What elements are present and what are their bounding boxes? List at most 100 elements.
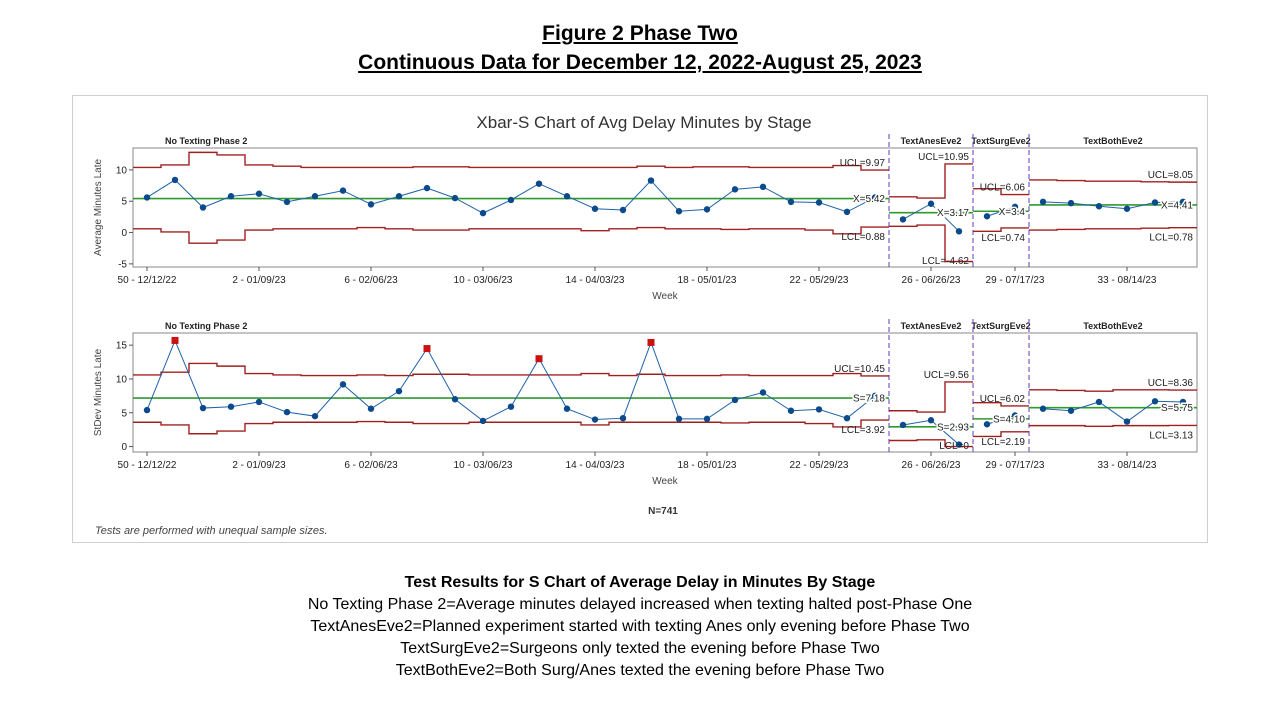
x-tick-label: 29 - 07/17/23 — [986, 275, 1045, 286]
stage-label: TextSurgEve2 — [971, 321, 1030, 331]
data-point — [787, 198, 795, 206]
data-point — [367, 201, 375, 208]
x-tick-label: 10 - 03/06/23 — [454, 460, 513, 471]
data-point — [1095, 203, 1103, 210]
data-point — [619, 414, 627, 422]
plot-area — [132, 147, 1198, 268]
x-tick-label: 18 - 05/01/23 — [678, 275, 737, 286]
data-point — [731, 186, 739, 193]
data-point — [395, 387, 403, 395]
data-point — [759, 389, 767, 396]
lcl-label: LCL=0.78 — [1149, 233, 1193, 244]
center-label: X=4.41 — [1161, 200, 1193, 211]
data-point — [451, 396, 459, 403]
data-point — [199, 204, 207, 211]
ucl-label: UCL=10.95 — [918, 152, 969, 163]
data-point — [1011, 203, 1019, 211]
data-point — [1011, 412, 1019, 419]
lcl-label: LCL=3.92 — [841, 425, 885, 436]
x-axis-label: Week — [652, 476, 678, 487]
data-point — [591, 416, 599, 423]
plot-area — [132, 332, 1198, 453]
y-tick-label: -5 — [118, 259, 127, 270]
ucl-limit-line — [133, 151, 1197, 199]
y-tick-label: 5 — [121, 197, 127, 208]
data-point — [171, 176, 179, 184]
center-label: X=3.17 — [937, 208, 969, 219]
data-point — [563, 405, 571, 412]
x-tick-label: 6 - 02/06/23 — [344, 275, 398, 286]
data-point — [899, 216, 907, 223]
data-point — [1151, 398, 1159, 405]
data-point — [899, 421, 907, 429]
x-tick-label: 33 - 08/14/23 — [1098, 275, 1157, 286]
series-line — [986, 206, 1016, 217]
figure-title: Figure 2 Phase Two — [542, 22, 738, 45]
stage-label: TextAnesEve2 — [901, 136, 962, 146]
x-tick-label: 2 - 01/09/23 — [232, 275, 286, 286]
x-tick-label: 14 - 04/03/23 — [566, 460, 625, 471]
stage-label: TextSurgEve2 — [971, 136, 1030, 146]
stage-label: TextBothEve2 — [1083, 136, 1142, 146]
lcl-limit-line — [133, 224, 1197, 263]
data-point — [479, 209, 487, 217]
data-point — [311, 412, 319, 420]
data-point — [227, 193, 235, 200]
ucl-label: UCL=10.45 — [834, 364, 885, 375]
center-label: S=5.75 — [1161, 403, 1193, 414]
notes-line: TextAnesEve2=Planned experiment started … — [310, 618, 970, 635]
data-point — [143, 194, 151, 201]
y-tick-label: 10 — [116, 374, 128, 385]
data-point — [563, 193, 571, 200]
lcl-label: LCL=-4.62 — [922, 256, 969, 267]
data-point — [339, 187, 347, 194]
stage-label: TextBothEve2 — [1083, 321, 1142, 331]
stage-label: TextAnesEve2 — [901, 321, 962, 331]
series-line — [146, 179, 876, 214]
center-label: S=2.93 — [937, 422, 969, 433]
notes-line: TextSurgEve2=Surgeons only texted the ev… — [400, 640, 880, 657]
series-line — [986, 415, 1016, 425]
data-point — [1151, 199, 1159, 206]
data-point — [1123, 418, 1131, 425]
data-point — [255, 398, 263, 406]
data-point — [731, 396, 739, 404]
data-point — [535, 180, 543, 187]
data-point — [871, 194, 879, 201]
stage-label: No Texting Phase 2 — [165, 136, 247, 146]
data-point — [675, 415, 683, 423]
data-point — [647, 177, 655, 184]
data-point — [1179, 198, 1187, 206]
notes-heading: Test Results for S Chart of Average Dela… — [404, 574, 876, 591]
data-point — [479, 417, 487, 425]
data-point — [983, 213, 991, 220]
data-point — [1039, 405, 1047, 412]
data-point — [955, 441, 963, 448]
ucl-label: UCL=9.97 — [840, 158, 886, 169]
data-point — [507, 403, 515, 410]
chart-frame: Xbar-S Chart of Avg Delay Minutes by Sta… — [72, 95, 1208, 543]
x-tick-label: 26 - 06/26/23 — [902, 275, 961, 286]
x-axis-label: Week — [652, 291, 678, 302]
data-point — [955, 228, 963, 235]
lcl-label: LCL=0.74 — [981, 233, 1025, 244]
data-point — [1123, 205, 1131, 212]
ucl-label: UCL=6.06 — [980, 183, 1026, 194]
data-point — [1039, 198, 1047, 206]
x-tick-label: 6 - 02/06/23 — [344, 460, 398, 471]
notes-block: Test Results for S Chart of Average Dela… — [0, 572, 1280, 682]
flagged-point — [535, 355, 543, 363]
data-point — [815, 199, 823, 206]
ucl-label: UCL=9.56 — [924, 370, 970, 381]
series-line — [1042, 400, 1184, 423]
n-label: N=741 — [648, 506, 678, 517]
x-tick-label: 33 - 08/14/23 — [1098, 460, 1157, 471]
x-tick-label: 14 - 04/03/23 — [566, 275, 625, 286]
data-point — [395, 193, 403, 200]
data-point — [1067, 407, 1075, 414]
x-tick-label: 50 - 12/12/22 — [118, 460, 177, 471]
y-tick-label: 15 — [116, 341, 128, 352]
center-label: X=5.42 — [853, 194, 885, 205]
center-label: S=4.10 — [993, 414, 1025, 425]
data-point — [507, 196, 515, 204]
